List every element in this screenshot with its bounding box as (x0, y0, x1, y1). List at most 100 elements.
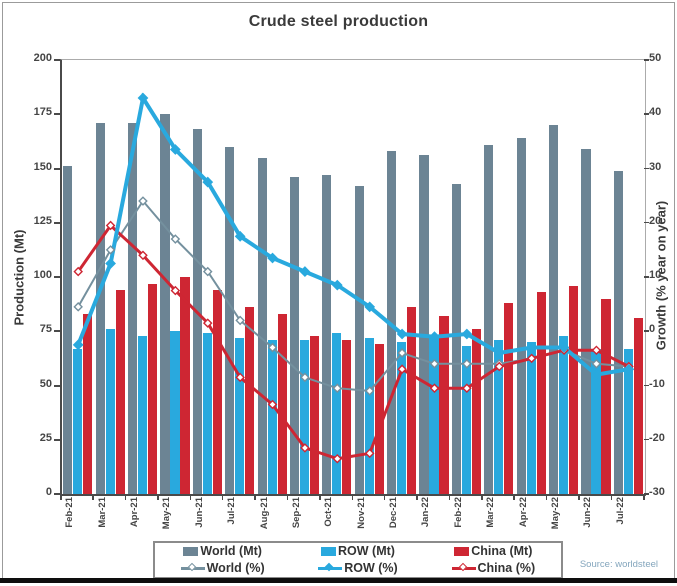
marker-diamond-icon (138, 196, 148, 206)
marker-diamond-icon (137, 92, 149, 104)
marker-diamond-icon (169, 144, 181, 155)
marker-diamond-icon (138, 250, 148, 261)
marker-diamond-icon (364, 386, 375, 396)
bar-row-Jun-21 (202, 333, 212, 494)
marker-diamond-icon (364, 448, 375, 459)
bar-china-Jun-22 (601, 298, 611, 494)
marker-diamond-icon (462, 359, 472, 369)
bar-china-Jun-21 (212, 290, 222, 494)
row-line-swatch-icon (318, 567, 343, 570)
marker-diamond-icon (396, 328, 408, 340)
right-axis-tickmark (644, 330, 649, 332)
right-axis-tickmark (644, 438, 649, 441)
marker-diamond-icon (267, 342, 278, 353)
bar-world-Jul-21 (225, 146, 235, 494)
x-axis-month-label: May-21 (161, 497, 173, 530)
marker-diamond-icon (429, 359, 440, 369)
bar-china-Jul-22 (633, 318, 643, 494)
x-axis-month-label: May-22 (550, 497, 562, 530)
bar-row-Nov-21 (364, 337, 374, 494)
bar-china-Dec-21 (407, 307, 417, 494)
marker-diamond-icon (267, 252, 278, 264)
x-axis-month-label: Apr-21 (128, 497, 140, 528)
x-axis-tickmark (221, 495, 224, 500)
marker-diamond-icon (202, 318, 213, 328)
china-bar-swatch-icon (454, 547, 470, 556)
growth-lines-layer (72, 92, 635, 464)
right-axis-tickmark (644, 384, 649, 386)
marker-diamond-icon (429, 331, 440, 343)
row-bar-swatch-icon (321, 547, 337, 556)
bar-row-Apr-22 (526, 342, 536, 494)
left-axis-tickmark (54, 59, 60, 61)
x-axis-tickmark (481, 495, 483, 500)
marker-diamond-icon (202, 176, 214, 188)
x-axis-month-label: Mar-22 (485, 497, 497, 528)
marker-diamond-icon (364, 301, 376, 313)
marker-diamond-icon (332, 453, 343, 464)
left-axis-tick-label: 125 (33, 214, 52, 227)
left-axis-tick-label: 25 (39, 431, 52, 444)
bar-row-Mar-22 (494, 339, 504, 494)
right-axis-tickmark (644, 59, 649, 61)
right-axis-tick-label: -20 (649, 431, 665, 444)
bar-world-Feb-22 (451, 183, 462, 494)
bar-world-Jun-22 (581, 148, 591, 494)
marker-diamond-icon (591, 369, 602, 381)
right-axis-tickmark (644, 167, 649, 169)
x-axis-tickmark (157, 495, 159, 500)
legend-label: World (Mt) (200, 544, 262, 559)
line-china-pct (76, 223, 630, 461)
bar-world-Oct-21 (322, 175, 332, 494)
x-axis-month-label: Feb-21 (64, 497, 76, 528)
bar-china-Aug-21 (277, 313, 287, 494)
marker-diamond-icon (493, 347, 505, 359)
left-axis-tickmark (54, 330, 60, 333)
marker-diamond-icon (558, 342, 570, 353)
bar-world-Dec-21 (387, 151, 397, 494)
right-axis-tickmark (644, 113, 649, 115)
x-axis-tickmark (60, 495, 62, 500)
x-axis-tickmark (254, 495, 256, 500)
marker-diamond-icon (73, 266, 83, 277)
line-row-pct (76, 92, 630, 377)
marker-diamond-icon (591, 345, 602, 356)
legend-item-china-pct: China (%) (426, 562, 561, 575)
marker-diamond-icon (235, 315, 245, 326)
bar-china-Apr-21 (147, 283, 158, 494)
left-axis-tick-label: 0 (45, 486, 52, 498)
marker-diamond-icon (300, 443, 310, 453)
bar-world-Nov-21 (354, 185, 364, 494)
legend-label: China (%) (477, 561, 536, 576)
left-axis-tick-label: 150 (33, 160, 52, 173)
marker-diamond-icon (429, 383, 440, 394)
marker-diamond-icon (462, 383, 472, 394)
bottom-border-bar (0, 578, 677, 583)
x-axis-month-label: Jul-22 (614, 497, 626, 525)
bar-row-Jan-22 (429, 335, 439, 494)
marker-diamond-icon (591, 359, 602, 369)
bar-world-Sep-21 (289, 177, 300, 494)
left-axis-tickmark (54, 493, 60, 495)
bar-world-Apr-22 (516, 138, 526, 494)
bar-world-Mar-22 (484, 144, 494, 494)
left-axis-tickmark (54, 221, 60, 224)
right-axis-tick-label: -10 (649, 377, 665, 390)
marker-diamond-icon (331, 279, 343, 291)
marker-diamond-icon (105, 258, 116, 269)
x-axis-tickmark (351, 495, 353, 500)
x-axis-month-label: Jun-21 (193, 497, 205, 528)
china-line-swatch-icon (451, 567, 476, 570)
bar-row-Sep-21 (299, 339, 310, 494)
legend-item-china-mt: China (Mt) (426, 545, 561, 558)
marker-diamond-icon (526, 342, 538, 353)
x-axis-tickmark (643, 495, 645, 500)
marker-diamond-icon (72, 339, 84, 351)
right-axis-tick-label: 20 (649, 214, 662, 227)
bar-china-Nov-21 (374, 344, 384, 494)
left-axis-tickmark (54, 384, 60, 387)
x-axis-month-label: Jul-21 (226, 497, 238, 525)
marker-diamond-icon (105, 245, 116, 255)
x-axis-tickmark (383, 495, 386, 500)
bar-world-Jan-22 (419, 155, 429, 494)
